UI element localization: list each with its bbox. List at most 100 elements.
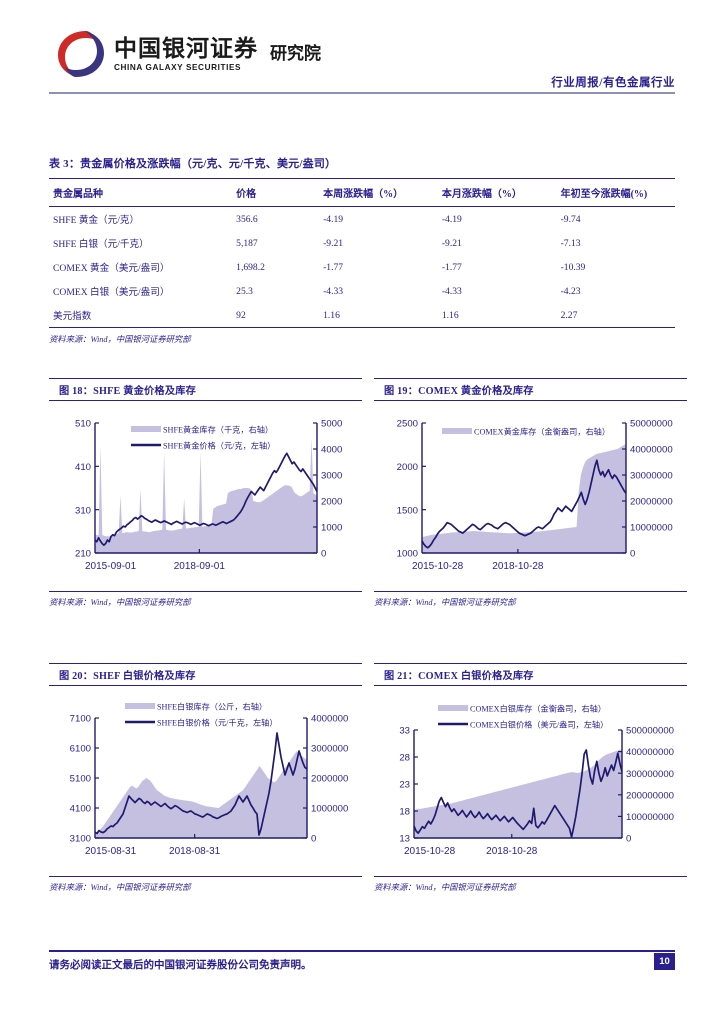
cell-weekly: -9.21 <box>323 237 344 249</box>
figure-21-footer: 资料来源：Wind，中国银河证券研究部 <box>374 876 687 893</box>
figure-20-plot: 3100 4100 5100 6100 7100 0 1000000 2000000 30000… <box>49 686 362 876</box>
cell-monthly: -1.77 <box>441 261 462 273</box>
svg-text:40000000: 40000000 <box>630 445 673 456</box>
table-row: COMEX 白银（美元/盎司） 25.3 -4.33 -4.33 -4.23 <box>49 279 675 303</box>
svg-text:210: 210 <box>75 549 91 560</box>
footer-disclaimer: 请务必阅读正文最后的中国银河证券股份公司免责声明。 <box>49 960 312 971</box>
svg-text:20000000: 20000000 <box>630 497 673 508</box>
logo-suffix: 研究院 <box>270 43 321 63</box>
cell-monthly: 1.16 <box>437 303 557 328</box>
cell-weekly: 1.16 <box>319 303 438 328</box>
svg-text:0: 0 <box>630 549 635 560</box>
svg-text:410: 410 <box>75 462 91 473</box>
header-divider <box>49 92 675 94</box>
figure-21-source: 资料来源：Wind，中国银河证券研究部 <box>374 883 516 892</box>
figure-18-source: 资料来源：Wind，中国银河证券研究部 <box>49 598 191 607</box>
svg-text:SHFE黄金库存（千克，右轴）: SHFE黄金库存（千克，右轴） <box>163 425 273 435</box>
svg-text:5000: 5000 <box>321 419 342 430</box>
svg-text:1000: 1000 <box>321 523 342 534</box>
svg-text:28: 28 <box>399 753 410 764</box>
svg-text:3000: 3000 <box>321 471 342 482</box>
cell-price: 356.6 <box>236 213 258 225</box>
svg-text:5100: 5100 <box>70 774 91 785</box>
cell-weekly: -1.77 <box>323 261 344 273</box>
cell-monthly: -4.33 <box>441 285 462 297</box>
figure-19-plot: 1000 1500 2000 2500 0 10000000 20000000 3000000… <box>374 401 687 591</box>
cell-monthly: -9.21 <box>441 237 462 249</box>
svg-text:200000000: 200000000 <box>626 790 674 801</box>
svg-text:4000: 4000 <box>321 445 342 456</box>
cell-variety: COMEX 白银（美元/盎司） <box>53 287 170 298</box>
svg-text:2018-10-28: 2018-10-28 <box>486 846 538 857</box>
svg-text:2015-08-31: 2015-08-31 <box>85 846 137 857</box>
figure-18: 图 18：SHFE 黄金价格及库存 210 310 410 510 0 1000 2000 3… <box>49 378 362 608</box>
report-category-label: 行业周报/有色金属行业 <box>551 77 675 89</box>
svg-text:2000: 2000 <box>397 462 418 473</box>
svg-text:500000000: 500000000 <box>626 726 674 737</box>
svg-text:2018-08-31: 2018-08-31 <box>169 846 221 857</box>
cell-variety: SHFE 白银（元/千克） <box>53 239 149 250</box>
cell-price: 5,187 <box>236 237 258 249</box>
svg-text:2018-10-28: 2018-10-28 <box>492 561 544 572</box>
cell-weekly: -4.33 <box>323 285 344 297</box>
cell-variety: COMEX 黄金（美元/盎司） <box>53 263 170 274</box>
cell-price: 92 <box>232 303 320 328</box>
table-col-header-price: 价格 <box>232 178 320 207</box>
figure-21: 图 21：COMEX 白银价格及库存 13 18 23 28 33 0 100000000 2… <box>374 663 687 893</box>
svg-text:0: 0 <box>626 834 631 845</box>
footer-divider <box>49 950 675 952</box>
svg-text:2015-10-28: 2015-10-28 <box>404 846 456 857</box>
table-header-row: 贵金属品种 价格 本周涨跌幅（%） 本月涨跌幅（%） 年初至今涨跌幅(%) <box>49 178 675 207</box>
figure-21-plot: 13 18 23 28 33 0 100000000 200000000 300000000 40… <box>374 686 687 876</box>
svg-text:2015-09-01: 2015-09-01 <box>85 561 137 572</box>
table-col-header-weekly: 本周涨跌幅（%） <box>319 178 438 207</box>
svg-text:13: 13 <box>399 834 410 845</box>
svg-text:4000000: 4000000 <box>311 714 348 725</box>
svg-text:300000000: 300000000 <box>626 769 674 780</box>
figure-20-footer: 资料来源：Wind，中国银河证券研究部 <box>49 876 362 893</box>
cell-monthly: -4.19 <box>441 213 462 225</box>
galaxy-logo-icon <box>56 28 106 80</box>
svg-text:2000000: 2000000 <box>311 774 348 785</box>
svg-text:3100: 3100 <box>70 834 91 845</box>
svg-text:7100: 7100 <box>70 714 91 725</box>
cell-ytd: -4.23 <box>560 285 581 297</box>
figure-20-source: 资料来源：Wind，中国银河证券研究部 <box>49 883 191 892</box>
logo-text-cn: 中国银河证券 <box>114 34 258 61</box>
precious-metals-table-block: 表 3：贵金属价格及涨跌幅（元/克、元/千克、美元/盎司） 贵金属品种 价格 本… <box>49 155 675 345</box>
figure-18-title: 图 18：SHFE 黄金价格及库存 <box>49 378 362 401</box>
svg-text:30000000: 30000000 <box>630 471 673 482</box>
figure-20: 图 20：SHEF 白银价格及库存 3100 4100 5100 6100 7100 0 1… <box>49 663 362 893</box>
svg-text:1500: 1500 <box>397 505 418 516</box>
svg-text:400000000: 400000000 <box>626 747 674 758</box>
svg-text:2018-09-01: 2018-09-01 <box>174 561 226 572</box>
svg-text:23: 23 <box>399 780 410 791</box>
cell-variety: SHFE 黄金（元/克） <box>53 215 140 226</box>
svg-text:2015-10-28: 2015-10-28 <box>412 561 464 572</box>
cell-price: 25.3 <box>236 285 253 297</box>
cell-ytd: -9.74 <box>560 213 581 225</box>
logo-text-en: CHINA GALAXY SECURITIES <box>114 62 242 72</box>
page-header: 中国银河证券 CHINA GALAXY SECURITIES 研究院 行业周报/… <box>0 0 724 96</box>
table-caption: 表 3：贵金属价格及涨跌幅（元/克、元/千克、美元/盎司） <box>49 158 337 170</box>
svg-text:2500: 2500 <box>397 419 418 430</box>
svg-text:1000: 1000 <box>397 549 418 560</box>
svg-text:4100: 4100 <box>70 804 91 815</box>
precious-metals-table: 贵金属品种 价格 本周涨跌幅（%） 本月涨跌幅（%） 年初至今涨跌幅(%) SH… <box>49 178 675 328</box>
figure-19-source: 资料来源：Wind，中国银河证券研究部 <box>374 598 516 607</box>
cell-price: 1,698.2 <box>236 261 265 273</box>
svg-text:100000000: 100000000 <box>626 812 674 823</box>
figure-18-plot: 210 310 410 510 0 1000 2000 3000 4000 5000 2015-09… <box>49 401 362 591</box>
table-col-header-ytd: 年初至今涨跌幅(%) <box>556 178 675 207</box>
figure-19-title: 图 19：COMEX 黄金价格及库存 <box>374 378 687 401</box>
page-number-badge: 10 <box>654 953 675 970</box>
brand-logo: 中国银河证券 CHINA GALAXY SECURITIES 研究院 <box>56 28 321 80</box>
cell-ytd: -10.39 <box>560 261 586 273</box>
svg-text:SHFE白银库存（公斤，右轴）: SHFE白银库存（公斤，右轴） <box>157 702 267 712</box>
table-col-header-monthly: 本月涨跌幅（%） <box>437 178 557 207</box>
svg-text:510: 510 <box>75 419 91 430</box>
svg-text:310: 310 <box>75 505 91 516</box>
figure-19-footer: 资料来源：Wind，中国银河证券研究部 <box>374 591 687 608</box>
svg-text:SHFE白银价格（元/千克，左轴）: SHFE白银价格（元/千克，左轴） <box>157 718 278 728</box>
